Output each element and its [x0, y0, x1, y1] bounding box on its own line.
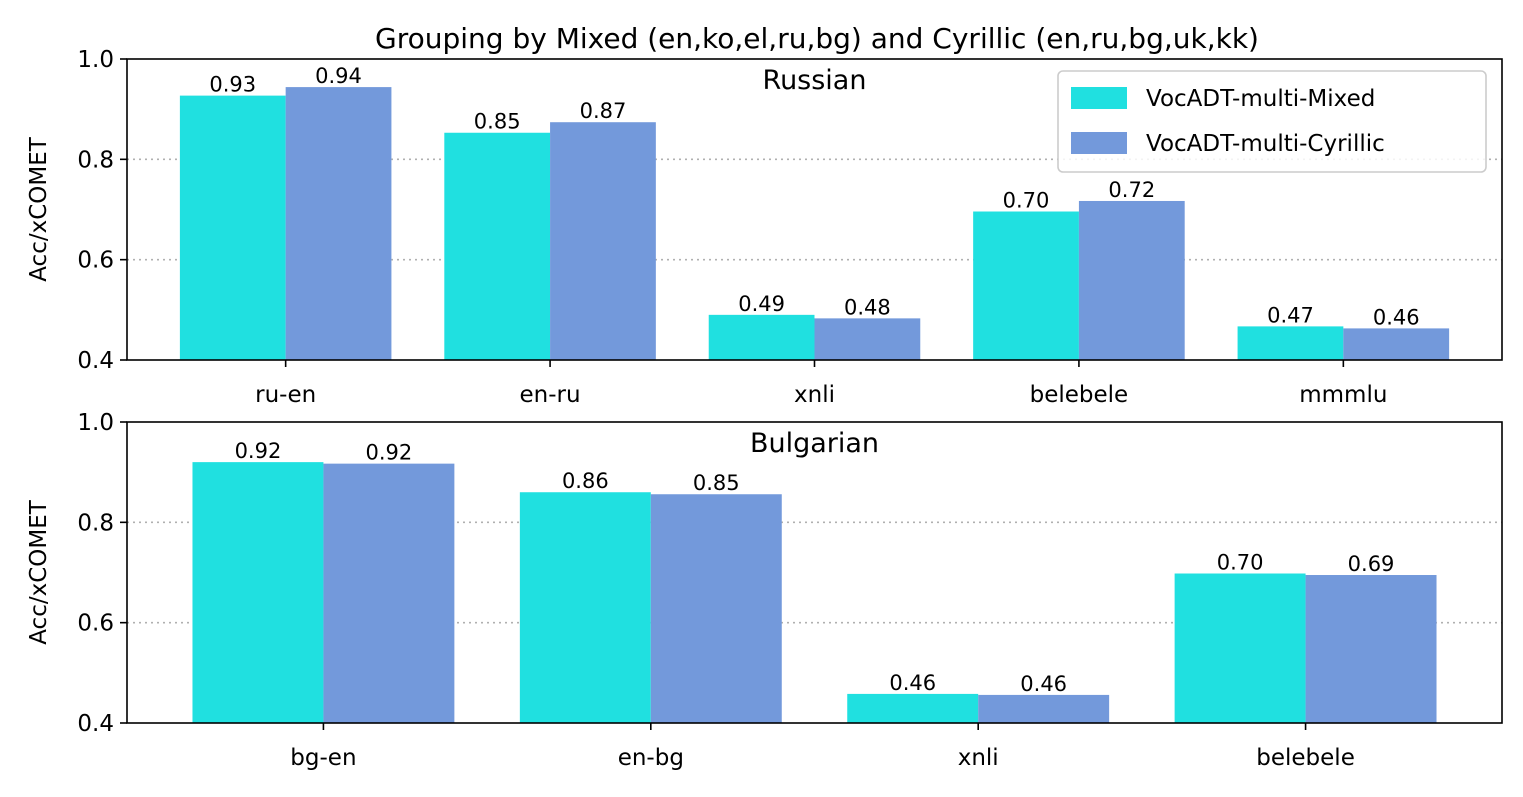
- y-tick-label: 0.6: [77, 611, 114, 637]
- y-tick-label: 1.0: [77, 47, 114, 73]
- y-axis-label: Acc/xCOMET: [26, 136, 52, 282]
- panel-title: Bulgarian: [750, 428, 879, 459]
- bar: [814, 318, 921, 360]
- panel-bulgarian: 0.92 0.86 0.46 0.70 0.92 0.85 0.46 0.69 0.4 0.6 0.…: [26, 410, 1503, 771]
- bar: [973, 211, 1079, 360]
- bar: [1237, 326, 1344, 360]
- bar-value-label: 0.48: [844, 295, 891, 319]
- bar: [550, 122, 656, 361]
- bar-value-label: 0.92: [235, 439, 282, 463]
- bar: [1174, 573, 1306, 723]
- legend-swatch: [1071, 132, 1127, 154]
- legend-swatch: [1071, 87, 1127, 109]
- x-tick-label: en-ru: [520, 382, 581, 408]
- y-tick-label: 0.6: [77, 248, 114, 274]
- panel-title: Russian: [763, 65, 867, 96]
- bar-value-label: 0.86: [562, 469, 609, 493]
- y-tick-label: 1.0: [77, 410, 114, 436]
- bar: [847, 693, 979, 723]
- x-tick-label: xnli: [958, 745, 999, 771]
- bar: [444, 132, 551, 360]
- bar-value-label: 0.70: [1003, 189, 1050, 213]
- legend-box: [1057, 70, 1487, 173]
- bar: [1305, 575, 1437, 723]
- y-axis-label: Acc/xCOMET: [26, 499, 52, 645]
- x-tick-label: belebele: [1030, 382, 1129, 408]
- bar-value-label: 0.46: [889, 671, 936, 695]
- y-tick-label: 0.4: [77, 348, 114, 374]
- legend-label: VocADT-multi-Cyrillic: [1146, 131, 1385, 157]
- bar: [708, 314, 815, 360]
- bar: [650, 494, 782, 723]
- bar-value-label: 0.47: [1267, 303, 1314, 327]
- x-tick-label: bg-en: [290, 745, 356, 771]
- bar-value-label: 0.94: [315, 64, 362, 88]
- panel-russian: 0.93 0.85 0.49 0.70 0.47 0.94 0.87 0.48 0.72 0.46…: [26, 47, 1503, 408]
- bar: [323, 463, 455, 723]
- legend: VocADT-multi-Mixed VocADT-multi-Cyrillic: [1057, 70, 1487, 173]
- bar: [1078, 200, 1185, 360]
- bar: [179, 95, 286, 360]
- bar-value-label: 0.70: [1217, 551, 1264, 575]
- bar-value-label: 0.92: [366, 441, 413, 465]
- bar-value-label: 0.46: [1020, 672, 1067, 696]
- x-tick-label: xnli: [794, 382, 835, 408]
- bar-value-label: 0.87: [580, 99, 627, 123]
- bar: [1343, 328, 1450, 360]
- bar: [192, 462, 324, 723]
- bar-value-label: 0.85: [693, 471, 740, 495]
- bar-value-label: 0.93: [209, 73, 256, 97]
- legend-label: VocADT-multi-Mixed: [1146, 86, 1375, 112]
- x-tick-label: belebele: [1256, 745, 1355, 771]
- y-tick-label: 0.4: [77, 711, 114, 737]
- chart-title: Grouping by Mixed (en,ko,el,ru,bg) and C…: [375, 22, 1259, 55]
- bar: [978, 694, 1110, 723]
- bar: [519, 492, 651, 723]
- y-tick-label: 0.8: [77, 147, 114, 173]
- bar-value-label: 0.72: [1108, 178, 1155, 202]
- y-tick-label: 0.8: [77, 510, 114, 536]
- bar-value-label: 0.46: [1373, 305, 1420, 329]
- bar-value-label: 0.85: [474, 110, 521, 134]
- bar-value-label: 0.49: [738, 292, 785, 316]
- bar: [285, 87, 392, 361]
- x-tick-label: ru-en: [255, 382, 316, 408]
- panels: 0.93 0.85 0.49 0.70 0.47 0.94 0.87 0.48 0.72 0.46…: [26, 47, 1503, 771]
- axes-frame: [126, 421, 1503, 724]
- bar-value-label: 0.69: [1348, 552, 1395, 576]
- x-tick-label: mmmlu: [1299, 382, 1387, 408]
- x-tick-label: en-bg: [618, 745, 684, 771]
